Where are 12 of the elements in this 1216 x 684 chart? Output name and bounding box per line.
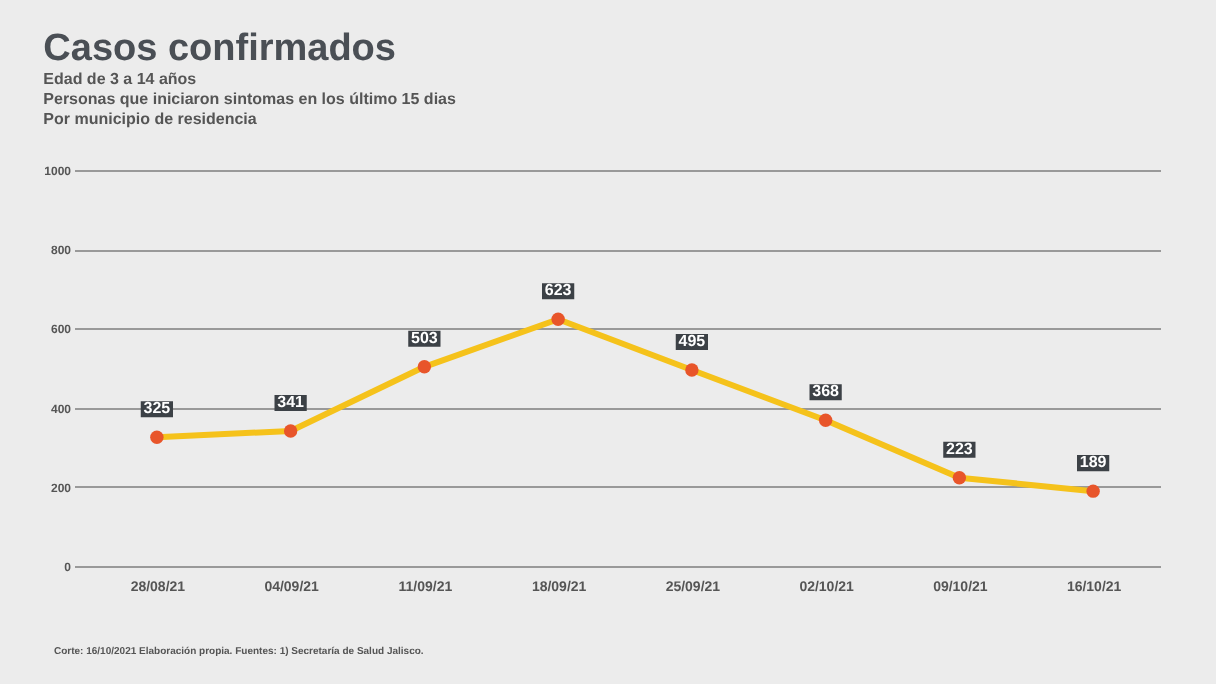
chart-title: Casos confirmados <box>43 28 396 70</box>
text: Por municipio de residencia <box>43 110 257 128</box>
data-label: 623 <box>544 281 573 300</box>
text: Edad de 3 a 14 años <box>43 70 197 88</box>
data-label: 189 <box>1079 453 1108 472</box>
data-label: 503 <box>411 328 439 347</box>
data-label: 325 <box>143 399 172 418</box>
text: Personas que iniciaron sintomas en los último 15 dias <box>43 90 456 108</box>
data-label: 368 <box>812 382 841 401</box>
data-label: 223 <box>946 439 974 458</box>
data-label: 341 <box>277 392 306 411</box>
data-label: 495 <box>678 331 707 350</box>
